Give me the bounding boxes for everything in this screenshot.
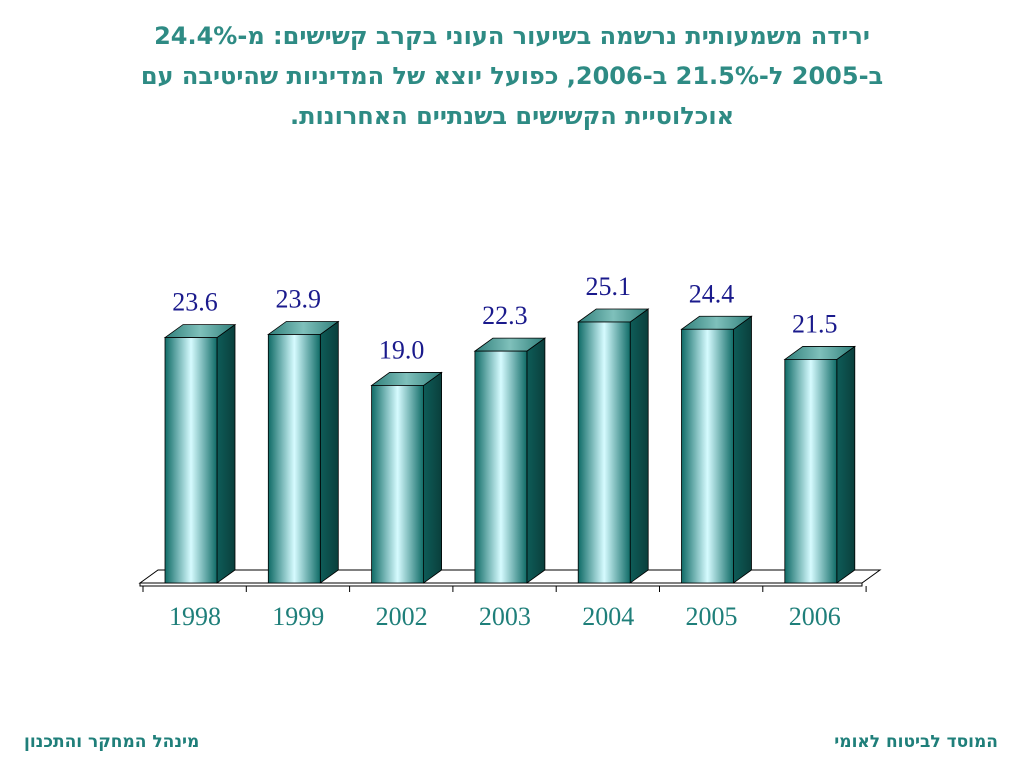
chart-floor-edge	[139, 582, 863, 587]
x-axis-label: 2005	[686, 602, 738, 631]
chart-bar-front	[681, 328, 734, 584]
x-axis-label: 2004	[582, 602, 634, 631]
chart-bar-front	[474, 350, 528, 584]
chart-x-axis-labels: 1998 1999 2002 2003 2004 2005 2006	[169, 602, 841, 631]
chart-bar-side	[526, 337, 546, 584]
chart-bar-side	[836, 345, 856, 584]
chart-data-label: 23.9	[276, 284, 322, 313]
x-axis-label: 1998	[169, 602, 221, 631]
chart-data-label: 22.3	[482, 301, 528, 330]
chart-bar	[267, 320, 340, 584]
chart-bar-front	[164, 337, 218, 584]
chart-bar	[163, 323, 237, 584]
chart-bar	[783, 345, 857, 584]
footer-organization: המוסד לביטוח לאומי	[834, 732, 998, 752]
slide-title-line-2: ב-2005 ל-21.5% ב-2006, כפועל יוצא של המד…	[140, 62, 884, 90]
chart-bar	[576, 308, 650, 584]
chart-data-label: 19.0	[379, 335, 425, 364]
x-axis-label: 2002	[376, 602, 428, 631]
chart-data-label: 23.6	[172, 288, 218, 317]
slide-title-line-3: אוכלוסיית הקשישים בשנתיים האחרונות.	[289, 102, 735, 130]
chart-bars	[163, 308, 857, 584]
x-axis-label: 2003	[479, 602, 531, 631]
slide-title-line-1: ירידה משמעותית נרשמה בשיעור העוני בקרב ק…	[154, 22, 870, 50]
x-axis-label: 2006	[789, 602, 841, 631]
x-axis-label: 1999	[272, 602, 324, 631]
chart-data-labels: 23.6 23.9 19.0 22.3 25.1 24.4 21.5	[172, 272, 837, 364]
chart-bar-side	[216, 323, 236, 584]
chart-bar-front	[577, 321, 631, 584]
chart-bar-side	[423, 371, 443, 584]
chart-bar-front	[371, 385, 425, 584]
chart-bar-front	[784, 359, 838, 584]
footer-department: מינהל המחקר והתכנון	[24, 732, 200, 752]
chart-bar-side	[319, 320, 339, 584]
chart-bar	[473, 337, 547, 584]
chart-data-label: 21.5	[792, 309, 838, 338]
chart-bar-side	[629, 308, 649, 584]
chart-data-label: 24.4	[689, 279, 735, 308]
chart-data-label: 25.1	[585, 272, 631, 301]
slide-title: ירידה משמעותית נרשמה בשיעור העוני בקרב ק…	[40, 16, 984, 136]
chart-bar-side	[733, 315, 752, 584]
chart-bar	[370, 371, 443, 584]
chart-bar	[680, 315, 753, 584]
chart-bar-front	[267, 334, 321, 584]
